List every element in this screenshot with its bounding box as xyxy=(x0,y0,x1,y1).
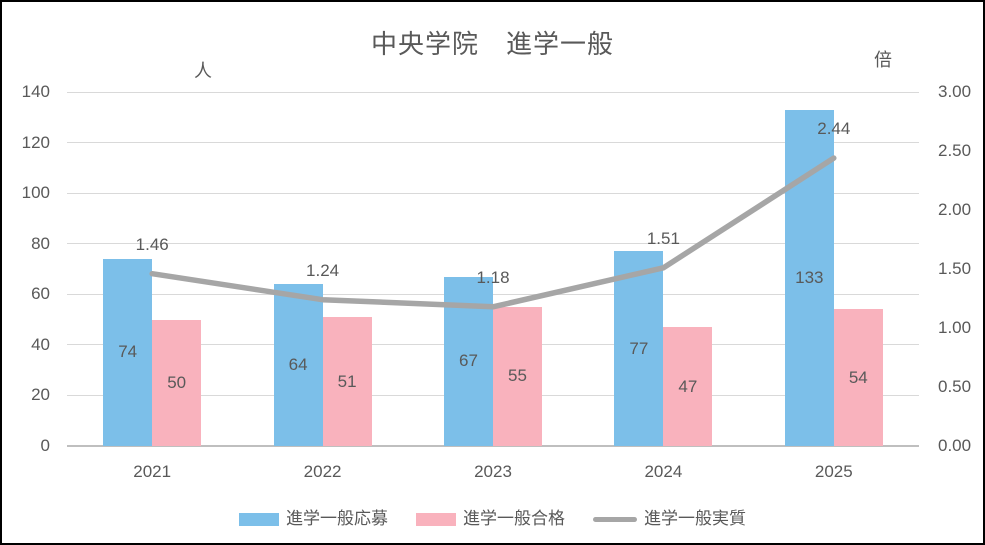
left-axis-tick: 100 xyxy=(21,183,50,203)
legend-item-進学一般実質: 進学一般実質 xyxy=(593,508,746,530)
x-axis-label-2022: 2022 xyxy=(303,462,342,481)
legend-label: 進学一般合格 xyxy=(463,509,565,528)
legend: 進学一般応募 進学一般合格 進学一般実質 xyxy=(2,506,983,532)
left-axis-tick: 60 xyxy=(31,284,50,304)
chart-title: 中央学院 進学一般 xyxy=(370,29,614,59)
bar-進学一般合格-2022 xyxy=(322,317,372,446)
x-axis-label-2023: 2023 xyxy=(474,462,512,481)
bar-data-label: 67 xyxy=(459,351,478,371)
x-axis-line xyxy=(67,445,919,447)
bar-data-label: 51 xyxy=(337,371,357,391)
bar-進学一般合格-2025 xyxy=(833,309,883,446)
bar-data-label: 74 xyxy=(118,342,138,362)
left-axis-tick: 140 xyxy=(21,82,50,101)
line-data-label: 1.46 xyxy=(135,234,169,254)
x-axis-label-2021: 2021 xyxy=(133,462,172,481)
right-axis-tick: 1.50 xyxy=(938,259,972,278)
right-axis-unit-label: 倍 xyxy=(874,50,892,70)
bar-data-label: 77 xyxy=(629,338,649,358)
line-data-label: 1.24 xyxy=(306,260,340,280)
bar-data-label: 54 xyxy=(848,367,868,387)
left-axis-tick: 120 xyxy=(21,132,50,152)
bar-進学一般合格-2021 xyxy=(152,319,202,446)
gridline xyxy=(67,142,919,144)
legend-bar-swatch xyxy=(416,512,456,526)
legend-item-進学一般応募: 進学一般応募 xyxy=(239,508,388,530)
legend-label: 進学一般実質 xyxy=(644,509,746,528)
right-axis-tick: 0.50 xyxy=(938,377,972,396)
bar-data-label: 50 xyxy=(167,372,187,392)
right-axis-tick: 2.00 xyxy=(938,200,972,219)
line-data-label: 2.44 xyxy=(817,119,851,139)
left-axis-tick: 20 xyxy=(31,385,50,405)
legend-bar-swatch xyxy=(239,512,279,526)
right-axis-tick: 2.50 xyxy=(938,141,972,160)
bar-進学一般応募-2022 xyxy=(273,284,323,446)
legend-item-進学一般合格: 進学一般合格 xyxy=(416,508,565,530)
line-data-label: 1.18 xyxy=(476,267,510,287)
right-axis-tick: 3.00 xyxy=(938,82,972,101)
bar-進学一般応募-2021 xyxy=(103,258,153,446)
bar-data-label: 64 xyxy=(288,355,308,375)
x-axis-label-2025: 2025 xyxy=(814,462,853,481)
bar-進学一般合格-2024 xyxy=(663,327,713,446)
gridline xyxy=(67,91,919,93)
bar-data-label: 133 xyxy=(795,267,824,287)
bar-data-label: 47 xyxy=(678,376,698,396)
left-axis-tick: 80 xyxy=(31,233,50,253)
left-axis-tick: 40 xyxy=(31,334,50,354)
legend-label: 進学一般応募 xyxy=(286,509,388,528)
x-axis-label-2024: 2024 xyxy=(644,462,683,481)
left-axis-unit-label: 人 xyxy=(194,61,212,81)
left-axis-tick: 0 xyxy=(40,436,50,455)
bar-進学一般合格-2023 xyxy=(493,306,542,446)
legend-line-swatch xyxy=(593,516,637,522)
line-data-label: 1.51 xyxy=(646,228,680,248)
bar-data-label: 55 xyxy=(508,366,527,386)
right-axis-tick: 0.00 xyxy=(938,436,972,455)
right-axis-tick: 1.00 xyxy=(938,318,972,337)
